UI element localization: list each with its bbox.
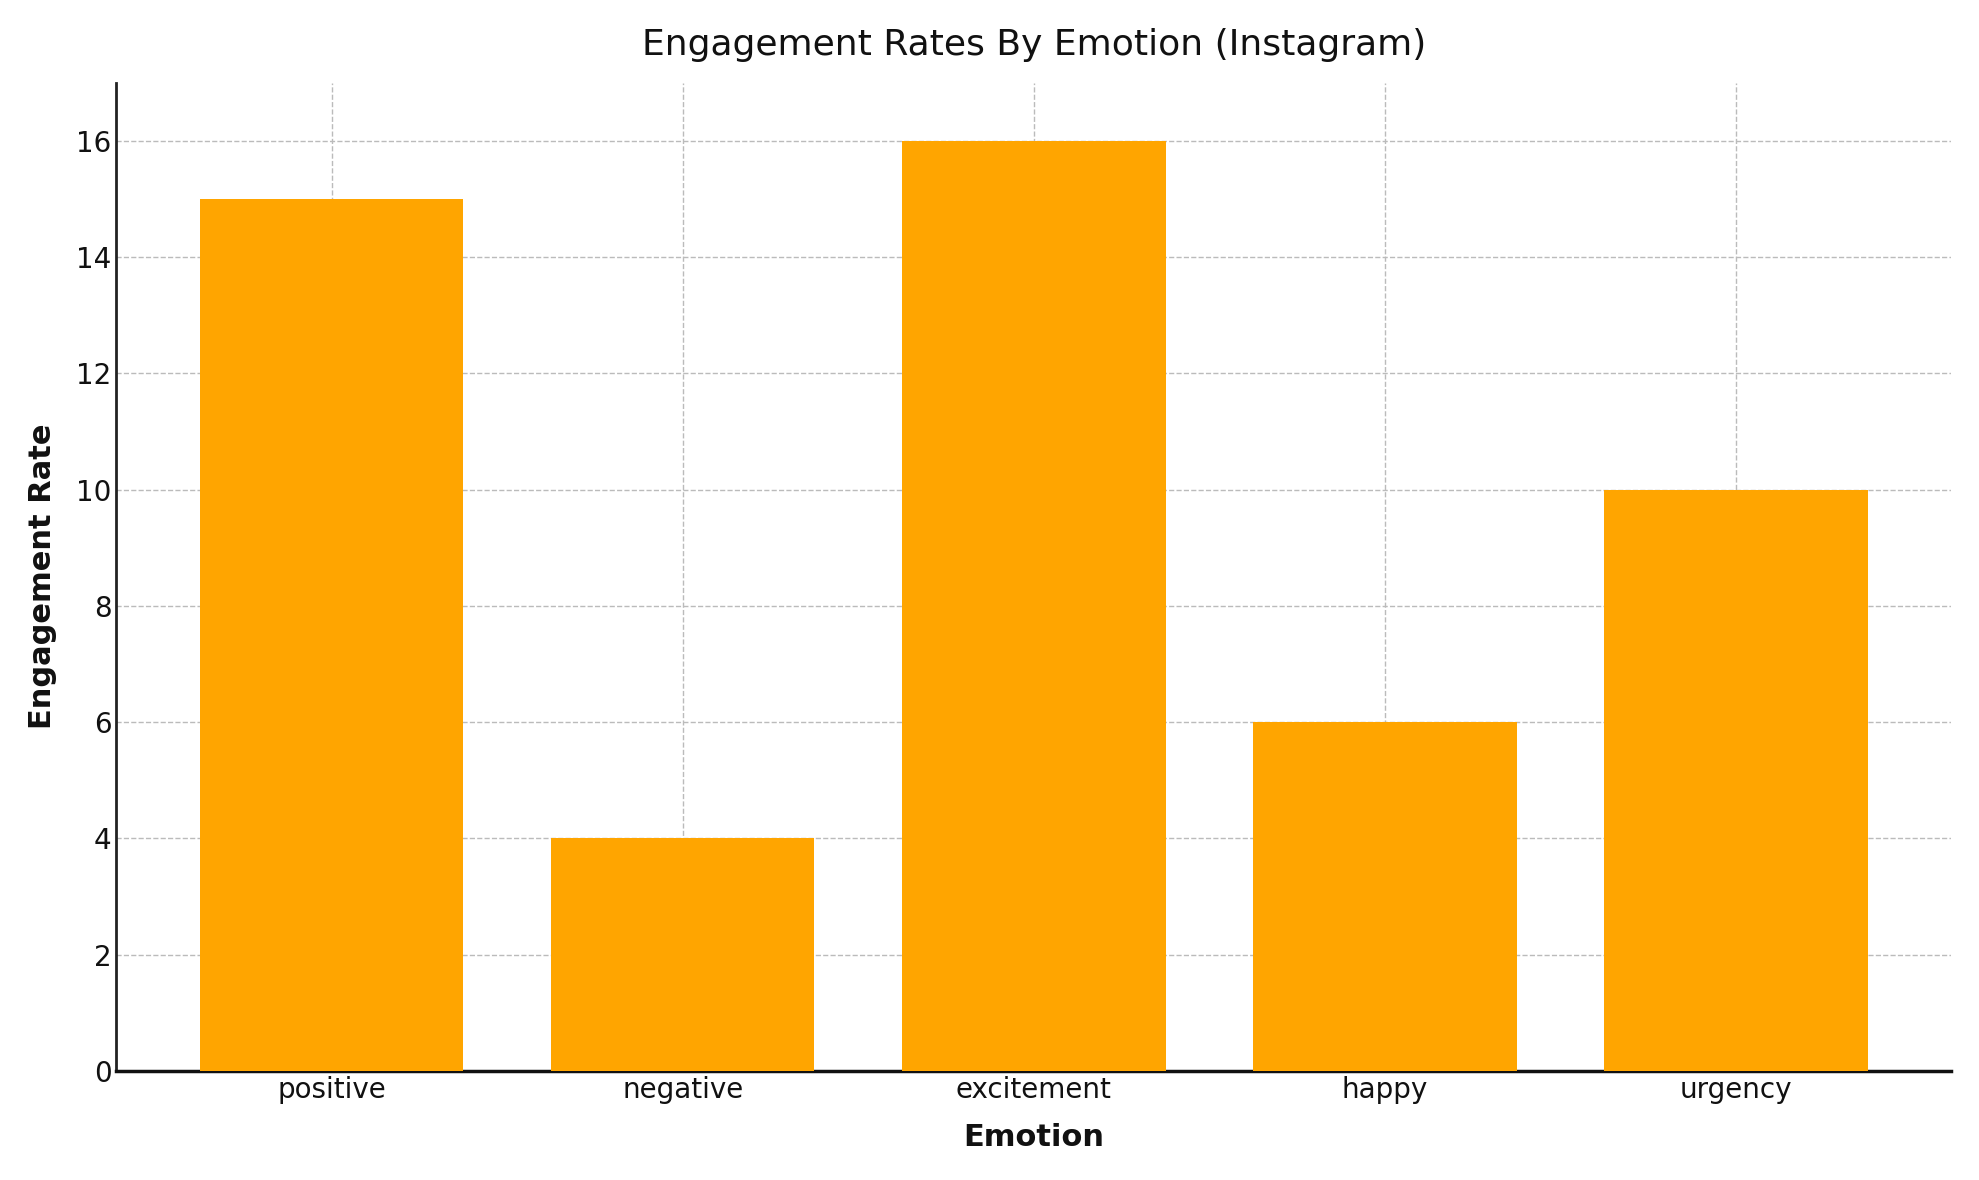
Bar bbox=[1605, 490, 1868, 1071]
Title: Engagement Rates By Emotion (Instagram): Engagement Rates By Emotion (Instagram) bbox=[641, 28, 1427, 61]
Bar bbox=[200, 199, 463, 1071]
Bar bbox=[1253, 722, 1516, 1071]
Bar bbox=[550, 838, 815, 1071]
Bar bbox=[902, 140, 1166, 1071]
X-axis label: Emotion: Emotion bbox=[964, 1123, 1104, 1152]
Y-axis label: Engagement Rate: Engagement Rate bbox=[28, 424, 57, 729]
